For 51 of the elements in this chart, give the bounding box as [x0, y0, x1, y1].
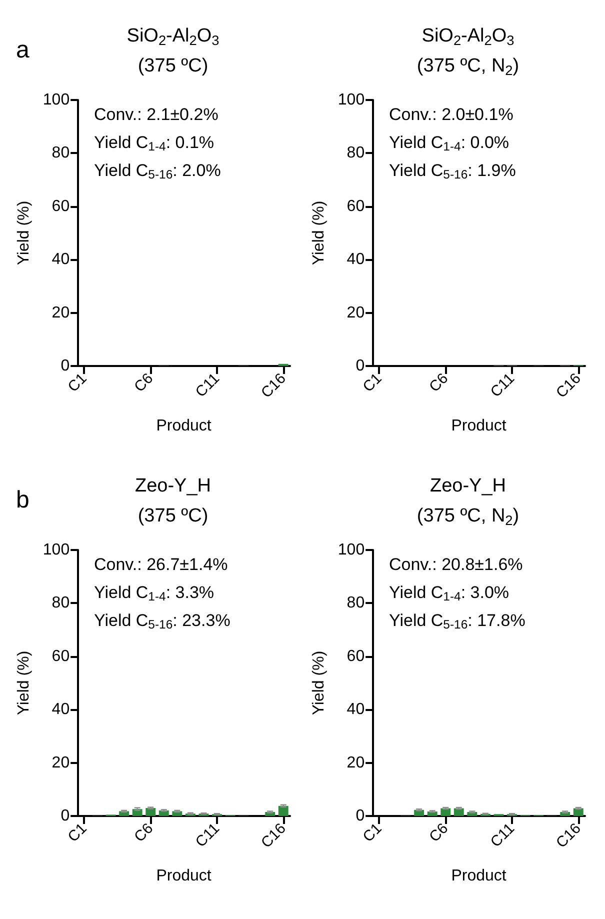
y-tick-label: 100 — [338, 542, 365, 558]
chart-subtitle: (375 ºC) — [138, 56, 208, 76]
x-tick-label: C11 — [487, 820, 518, 851]
y-tick-label: 80 — [52, 144, 70, 162]
x-axis-title: Product — [451, 418, 507, 434]
chart-title: Zeo-Y_H — [134, 476, 212, 496]
x-tick-label: C11 — [192, 820, 223, 851]
x-axis-title: Product — [156, 418, 212, 434]
text: a — [16, 36, 30, 64]
annotation: Conv.: 26.7±1.4% — [94, 555, 228, 574]
y-axis-title: Yield (%) — [16, 200, 32, 266]
annotation: Conv.: 2.1±0.2% — [94, 105, 218, 124]
y-tick-label: 40 — [52, 251, 70, 268]
x-tick-label: C16 — [258, 370, 290, 402]
y-tick-label: 100 — [338, 92, 365, 108]
text: b — [16, 486, 30, 514]
y-tick-label: 20 — [52, 304, 70, 322]
y-tick-label: 40 — [52, 701, 70, 718]
chart-title: Zeo-Y_H — [430, 476, 506, 496]
x-tick-label: C11 — [487, 370, 518, 401]
y-tick-label: 100 — [42, 92, 70, 108]
x-tick-label: C6 — [131, 820, 157, 846]
y-tick-label: 20 — [346, 304, 365, 322]
y-tick-label: 40 — [346, 701, 365, 718]
y-tick-label: 100 — [42, 542, 70, 558]
annotation: Conv.: 20.8±1.6% — [389, 555, 523, 574]
bar — [278, 806, 288, 816]
y-tick-label: 20 — [346, 754, 365, 772]
x-tick-label: C16 — [258, 820, 290, 852]
y-tick-label: 60 — [52, 198, 70, 215]
x-tick-label: C6 — [426, 820, 452, 846]
x-tick-label: C16 — [552, 370, 584, 402]
y-tick-label: 20 — [52, 754, 70, 772]
y-axis-title: Yield (%) — [310, 200, 328, 266]
x-tick-label: C6 — [426, 370, 452, 396]
y-tick-label: 80 — [346, 594, 365, 612]
x-axis-title: Product — [451, 868, 507, 884]
x-tick-label: C16 — [552, 820, 584, 852]
y-tick-label: 60 — [346, 648, 365, 665]
x-tick-label: C11 — [192, 370, 223, 401]
y-tick-label: 80 — [346, 144, 365, 162]
x-tick-label: C6 — [131, 370, 157, 396]
y-tick-label: 60 — [52, 648, 70, 665]
x-axis-title: Product — [156, 868, 212, 884]
y-axis-title: Yield (%) — [16, 650, 32, 716]
y-tick-label: 40 — [346, 251, 365, 268]
y-tick-label: 80 — [52, 594, 70, 612]
chart-subtitle: (375 ºC) — [138, 506, 208, 526]
annotation: Conv.: 2.0±0.1% — [389, 105, 514, 124]
y-axis-title: Yield (%) — [310, 650, 328, 716]
y-tick-label: 60 — [346, 198, 365, 215]
